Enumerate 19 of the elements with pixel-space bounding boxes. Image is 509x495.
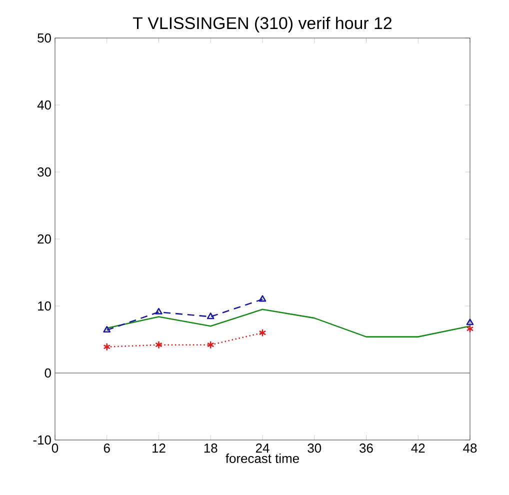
x-tick-label: 24 (256, 444, 270, 453)
y-tick-label: 10 (38, 301, 51, 311)
x-tick-label: 0 (52, 444, 58, 453)
line-series (106, 308, 471, 338)
y-tick-label: 50 (38, 33, 51, 43)
x-tick-label: 42 (411, 444, 425, 453)
chart-title: T VLISSINGEN (310) verif hour 12 (132, 16, 392, 32)
x-tick-label: 48 (463, 444, 477, 453)
y-tick-label: 0 (44, 368, 51, 378)
y-tick-label: -10 (33, 435, 51, 445)
x-tick-label: 6 (104, 444, 110, 453)
x-axis-title: forecast time (226, 454, 299, 464)
x-tick-label: 30 (308, 444, 322, 453)
y-tick-label: 30 (38, 167, 51, 177)
x-tick-label: 18 (204, 444, 218, 453)
y-tick-label: 40 (37, 100, 51, 110)
x-tick-label: 12 (152, 444, 166, 453)
y-tick-label: 20 (38, 234, 51, 244)
x-tick-label: 36 (360, 444, 373, 453)
